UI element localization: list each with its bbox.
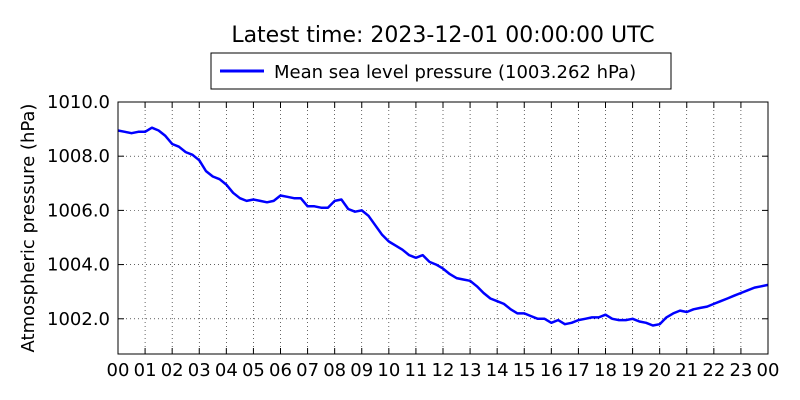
x-ticks: 00 01 02 03 04 05 06 07 08 09 10 11 12 13 14 15 16 17 18 19… bbox=[107, 102, 780, 381]
x-tick-label: 21 bbox=[675, 360, 698, 381]
legend: Mean sea level pressure (1003.262 hPa) bbox=[210, 52, 672, 90]
x-tick-label: 01 bbox=[134, 360, 157, 381]
x-tick-label: 05 bbox=[242, 360, 265, 381]
x-tick-label: 04 bbox=[215, 360, 238, 381]
x-tick-label: 23 bbox=[729, 360, 752, 381]
chart-title: Latest time: 2023-12-01 00:00:00 UTC bbox=[231, 23, 654, 48]
x-tick-label: 22 bbox=[702, 360, 725, 381]
y-tick-label: 1010.0 bbox=[47, 92, 110, 113]
x-tick-label: 09 bbox=[350, 360, 373, 381]
plot-frame bbox=[117, 101, 769, 355]
grid bbox=[118, 102, 768, 354]
x-tick-label: 11 bbox=[404, 360, 427, 381]
x-tick-label: 10 bbox=[377, 360, 400, 381]
x-tick-label: 17 bbox=[567, 360, 590, 381]
y-tick-label: 1004.0 bbox=[47, 255, 110, 276]
x-tick-label: 16 bbox=[540, 360, 563, 381]
x-tick-label: 18 bbox=[594, 360, 617, 381]
y-tick-label: 1006.0 bbox=[47, 200, 110, 221]
x-tick-label: 07 bbox=[296, 360, 319, 381]
x-tick-label: 20 bbox=[648, 360, 671, 381]
x-tick-label: 14 bbox=[486, 360, 509, 381]
y-axis-label: Atmospheric pressure (hPa) bbox=[18, 104, 39, 353]
x-tick-label: 06 bbox=[269, 360, 292, 381]
x-tick-label: 02 bbox=[161, 360, 184, 381]
x-tick-label: 03 bbox=[188, 360, 211, 381]
x-tick-label: 08 bbox=[323, 360, 346, 381]
legend-box bbox=[210, 52, 672, 90]
x-tick-label: 00 bbox=[107, 360, 130, 381]
legend-label: Mean sea level pressure (1003.262 hPa) bbox=[274, 62, 636, 83]
y-tick-label: 1008.0 bbox=[47, 146, 110, 167]
x-tick-label: 00 bbox=[757, 360, 780, 381]
x-tick-label: 15 bbox=[513, 360, 536, 381]
x-tick-label: 19 bbox=[621, 360, 644, 381]
x-tick-label: 12 bbox=[432, 360, 455, 381]
series-line bbox=[117, 126, 769, 327]
y-tick-label: 1002.0 bbox=[47, 309, 110, 330]
y-ticks: 1002.0 1004.0 1006.0 1008.0 1010.0 bbox=[47, 92, 768, 330]
x-tick-label: 13 bbox=[459, 360, 482, 381]
